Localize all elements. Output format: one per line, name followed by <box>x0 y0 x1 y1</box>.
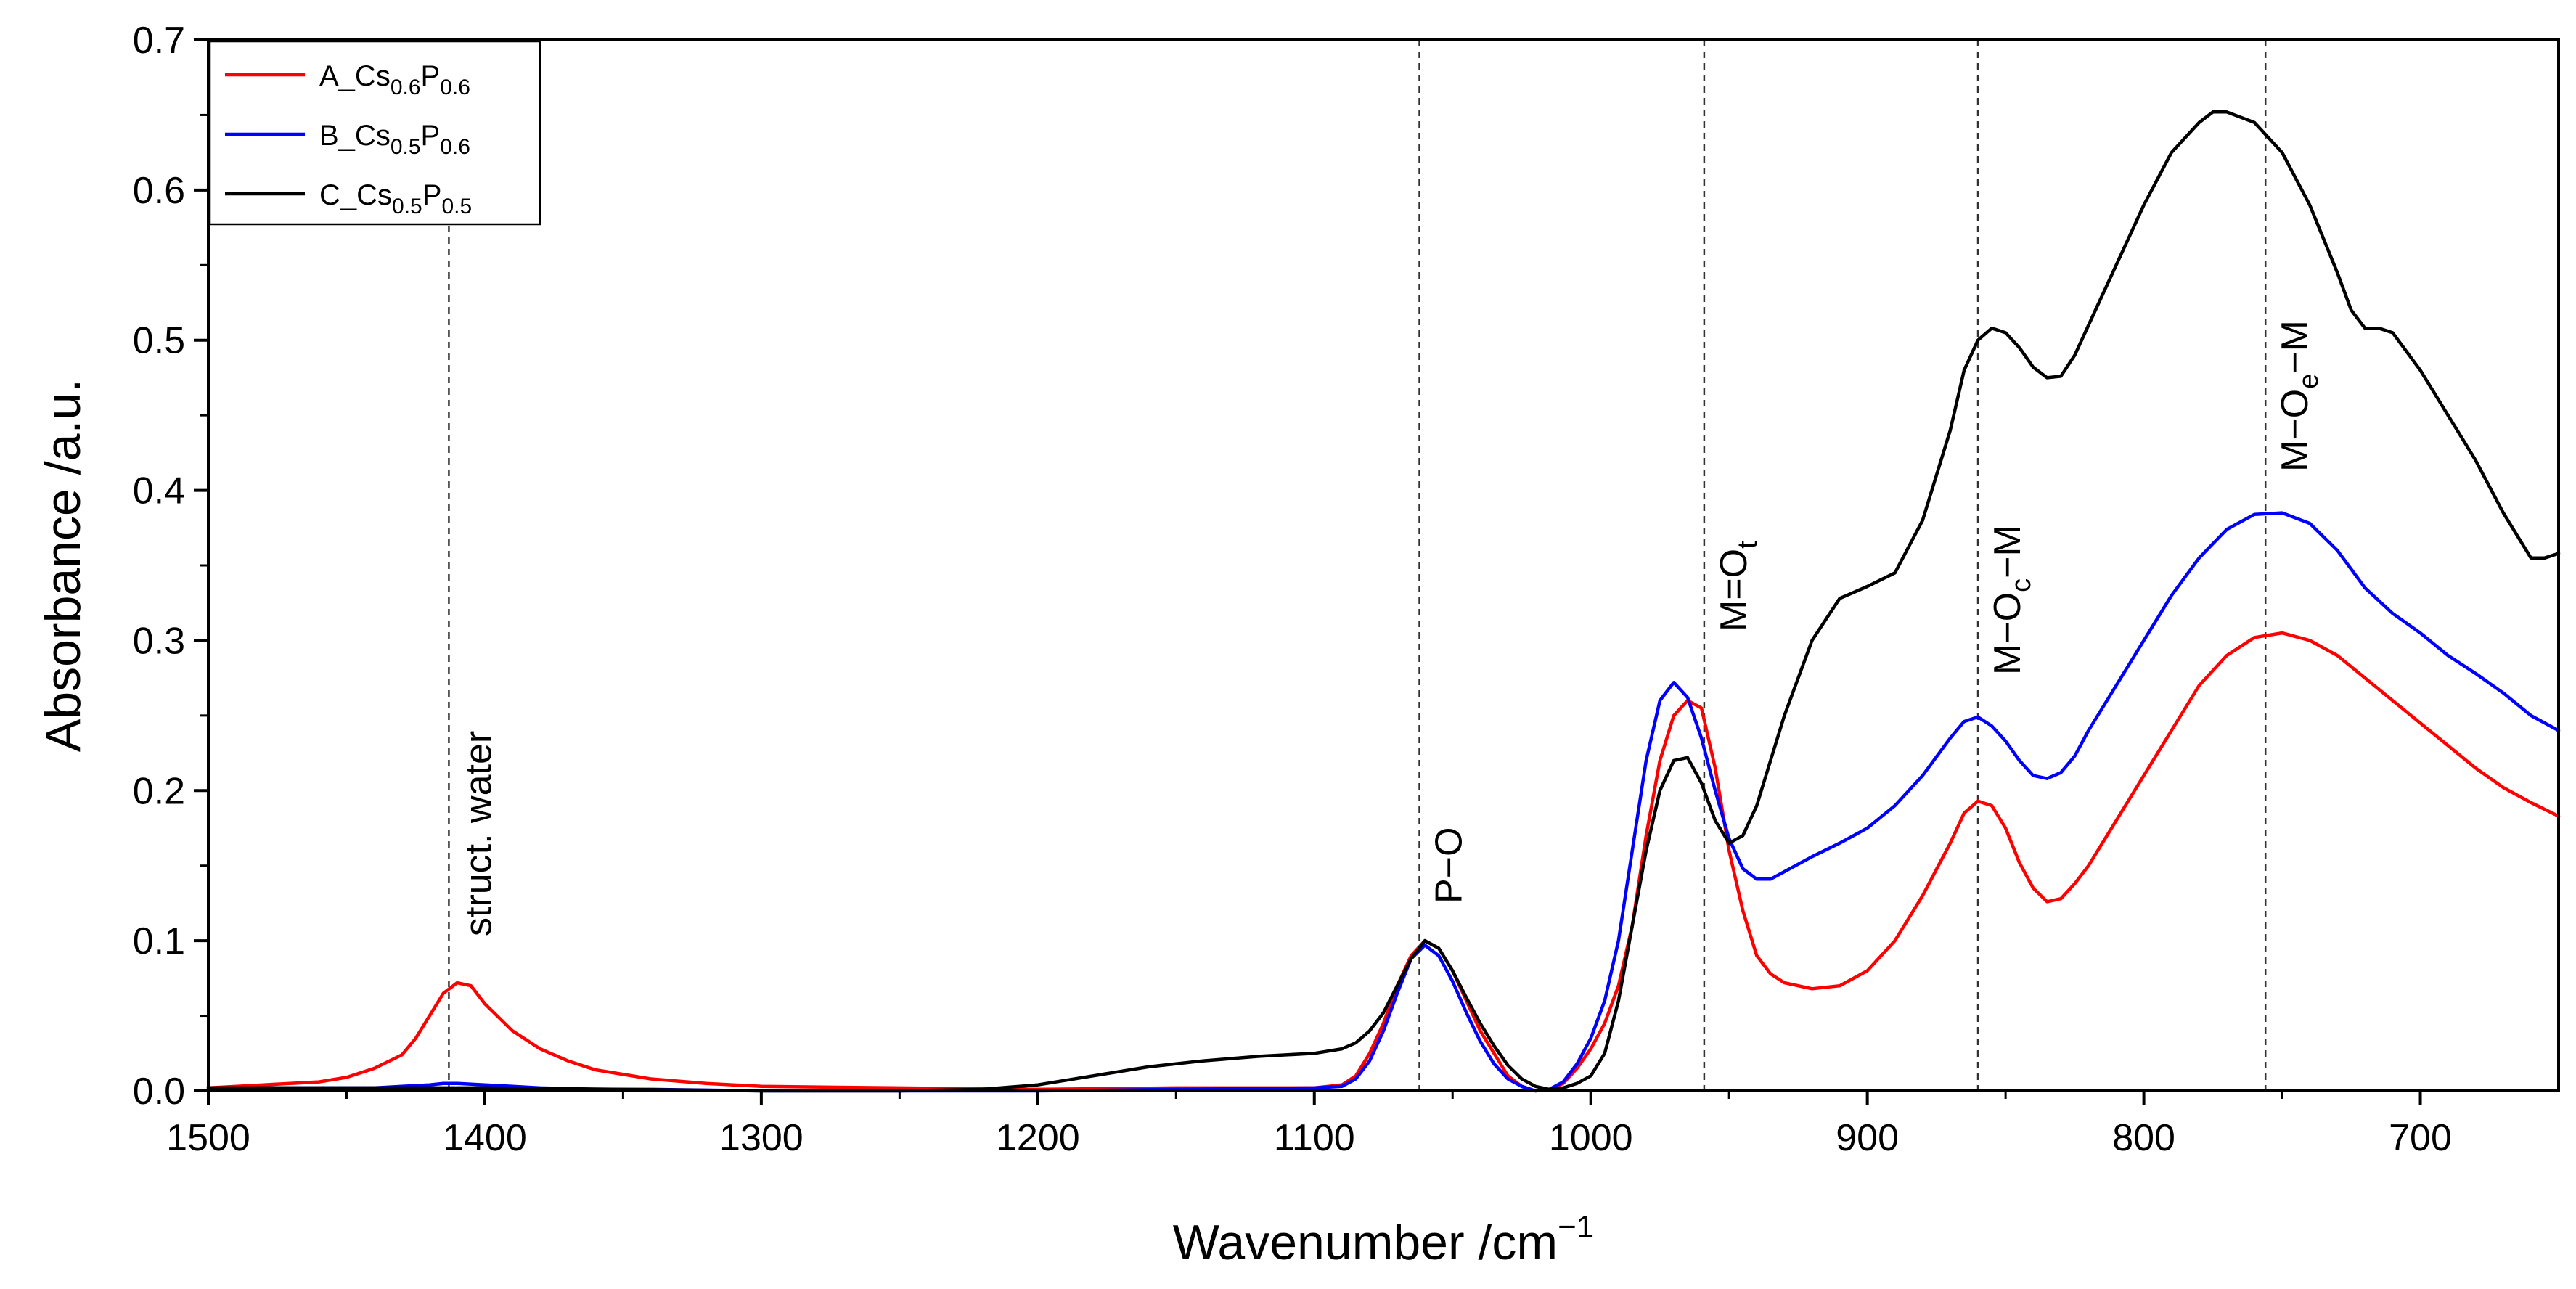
legend: A_Cs0.6P0.6 B_Cs0.5P0.6 C_Cs0.5P0.5 <box>208 40 541 226</box>
plot-frame <box>207 38 2560 1092</box>
y-tick-label: 0.5 <box>133 320 185 362</box>
legend-entry: A_Cs0.6P0.6 <box>319 60 470 99</box>
x-tick-label: 1000 <box>1549 1117 1633 1159</box>
x-axis-title-superscript: −1 <box>1558 1209 1594 1245</box>
y-tick-label: 0.3 <box>133 620 185 662</box>
series-lines <box>206 110 2561 1093</box>
annotation-text: M=O <box>1713 549 1755 631</box>
reference-lines <box>448 40 2267 1091</box>
annotation-label-0: struct. water <box>457 731 499 936</box>
annotation-label-2: M=Ot <box>1713 541 1763 631</box>
annotation-label-3: M−Oc−M <box>1987 525 2037 675</box>
y-axis-title: Absorbance /a.u. <box>36 379 91 752</box>
axis-ticks: 1500 1400 1300 1200 1100 1000 900 800 700 0.0 0.1 0… <box>133 20 2452 1159</box>
annotation-label-1: P−O <box>1428 827 1471 904</box>
x-tick-label: 800 <box>2112 1117 2175 1159</box>
annotation-text-tail: −M <box>1987 525 2029 578</box>
x-tick-label: 1400 <box>443 1117 527 1159</box>
x-tick-label: 1100 <box>1274 1117 1355 1159</box>
legend-entry: C_Cs0.5P0.5 <box>319 179 472 218</box>
y-tick-label: 0.4 <box>133 470 185 512</box>
x-axis-title-base: Wavenumber /cm <box>1173 1215 1558 1270</box>
series-line-c <box>206 110 2561 1093</box>
y-tick-label: 0.6 <box>133 170 185 212</box>
annotation-text: M−O <box>1987 592 2029 675</box>
y-tick-label: 0.2 <box>133 770 185 812</box>
y-tick-label: 0.0 <box>133 1071 185 1113</box>
x-tick-label: 1500 <box>166 1117 250 1159</box>
annotation-text: struct. water <box>457 731 499 936</box>
x-tick-label: 1200 <box>996 1117 1080 1159</box>
annotation-subscript: e <box>2294 374 2324 389</box>
legend-entry: B_Cs0.5P0.6 <box>319 120 470 159</box>
annotation-text-tail: −M <box>2274 320 2316 374</box>
series-line-b <box>206 511 2561 1093</box>
annotation-subscript: c <box>2006 578 2037 592</box>
annotation-labels: struct. water P−OM=OtM−Oc−MM−Oe−M <box>457 320 2324 936</box>
annotation-label-4: M−Oe−M <box>2274 320 2324 472</box>
x-tick-label: 700 <box>2389 1117 2452 1159</box>
series-line-a <box>206 631 2561 1093</box>
annotation-text: M−O <box>2274 389 2316 472</box>
annotation-text: P−O <box>1428 827 1471 904</box>
x-axis-title: Wavenumber /cm−1 <box>1173 1209 1594 1270</box>
y-tick-label: 0.1 <box>133 920 185 962</box>
x-tick-label: 900 <box>1836 1117 1899 1159</box>
x-tick-label: 1300 <box>719 1117 804 1159</box>
annotation-subscript: t <box>1733 541 1763 549</box>
y-tick-label: 0.7 <box>133 20 185 62</box>
